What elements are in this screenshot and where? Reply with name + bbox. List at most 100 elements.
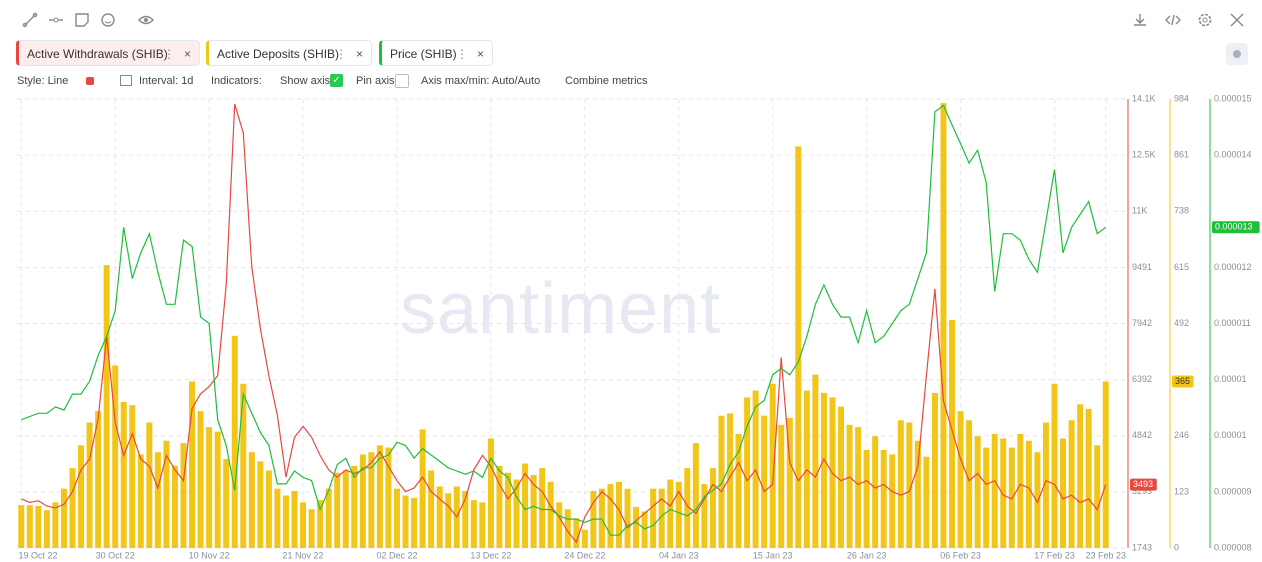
embed[interactable]	[1165, 12, 1181, 28]
bar	[342, 470, 349, 548]
bar	[274, 488, 281, 548]
bar	[257, 461, 264, 548]
x-tick-label: 10 Nov 22	[189, 550, 230, 560]
settings[interactable]	[1197, 12, 1213, 28]
bar	[838, 406, 845, 548]
y-tick-label: 0.000009	[1214, 486, 1252, 496]
checkbox[interactable]	[395, 74, 409, 88]
bar	[496, 465, 503, 548]
bar	[872, 436, 879, 548]
bar	[889, 454, 896, 548]
current-value: 3493	[1133, 479, 1153, 489]
combine-metrics[interactable]: Combine metrics	[565, 75, 648, 87]
color-select[interactable]	[86, 77, 94, 85]
bar	[1060, 438, 1067, 548]
bar	[684, 468, 691, 548]
bar	[761, 415, 768, 548]
bar	[923, 456, 930, 548]
bar	[18, 505, 25, 548]
bar	[556, 502, 563, 548]
bar	[470, 500, 477, 548]
close[interactable]	[1229, 12, 1245, 28]
bar	[1077, 404, 1084, 548]
bar	[137, 454, 144, 548]
bar	[146, 422, 153, 548]
bar	[462, 490, 469, 548]
bar	[95, 411, 102, 548]
toggle[interactable]	[1226, 43, 1248, 65]
tool-line[interactable]	[22, 12, 38, 28]
bar	[624, 488, 631, 548]
tab-label: Active Withdrawals (SHIB)	[27, 47, 168, 61]
x-tick-label: 06 Feb 23	[940, 550, 981, 560]
y-tick-label: 0.000011	[1214, 318, 1251, 328]
bar	[983, 447, 990, 548]
y-tick-label: 615	[1174, 262, 1189, 272]
axis-minmax[interactable]: Axis max/min: Auto/Auto	[421, 75, 541, 87]
tab[interactable]: Active Withdrawals (SHIB) ⋮ ×	[16, 40, 200, 66]
bar	[26, 505, 33, 548]
tab[interactable]: Active Deposits (SHIB) ⋮ ×	[206, 40, 372, 66]
indicators[interactable]: Indicators:	[211, 75, 262, 87]
x-tick-label: 02 Dec 22	[376, 550, 417, 560]
bar	[231, 335, 238, 548]
bar	[103, 265, 110, 548]
style-select[interactable]: Style: Line	[17, 75, 69, 87]
bar	[385, 447, 392, 548]
bar	[974, 436, 981, 548]
bar	[317, 500, 324, 548]
bar	[897, 420, 904, 548]
bar	[308, 509, 315, 548]
tab[interactable]: Price (SHIB) ⋮ ×	[379, 40, 493, 66]
checkbox[interactable]: ✓	[330, 74, 343, 87]
bar	[1025, 440, 1032, 548]
bar	[957, 411, 964, 548]
pin-axis[interactable]: Pin axis	[356, 75, 395, 87]
bar	[1042, 422, 1049, 548]
line	[21, 103, 1107, 544]
bar	[1034, 452, 1041, 548]
bar	[709, 468, 716, 548]
bar	[692, 443, 699, 548]
bar	[368, 452, 375, 548]
y-tick-label: 9491	[1132, 262, 1152, 272]
bar	[675, 481, 682, 548]
bar	[334, 472, 341, 548]
bar	[522, 463, 529, 548]
bar	[812, 374, 819, 548]
bar	[914, 440, 921, 548]
bar	[633, 506, 640, 548]
bar	[60, 488, 67, 548]
show-axis[interactable]: Show axis	[280, 75, 331, 87]
bar	[291, 490, 298, 548]
bar	[573, 518, 580, 548]
current-value: 0.000013	[1215, 222, 1253, 232]
tool-hline[interactable]	[48, 12, 64, 28]
y-tick-label: 0.00001	[1214, 374, 1247, 384]
bar	[479, 502, 486, 548]
bar	[966, 420, 973, 548]
tab-label: Price (SHIB)	[390, 47, 457, 61]
y-tick-label: 246	[1174, 430, 1189, 440]
bar	[393, 488, 400, 548]
bar	[282, 495, 289, 548]
bar	[641, 511, 648, 548]
bar	[1068, 420, 1075, 548]
x-tick-label: 19 Oct 22	[18, 550, 57, 560]
y-tick-label: 738	[1174, 206, 1189, 216]
tool-note[interactable]	[74, 12, 90, 28]
line	[21, 104, 1107, 536]
x-tick-label: 26 Jan 23	[847, 550, 887, 560]
bar	[445, 493, 452, 548]
interval-select[interactable]: Interval: 1d	[139, 75, 194, 87]
tool-emoji[interactable]	[100, 12, 116, 28]
download[interactable]	[1132, 12, 1148, 28]
y-tick-label: 4842	[1132, 430, 1152, 440]
y-tick-label: 492	[1174, 318, 1189, 328]
tool-eye[interactable]	[138, 12, 154, 28]
y-tick-label: 6392	[1132, 374, 1152, 384]
bar	[786, 417, 793, 548]
bar	[69, 468, 76, 548]
bar	[846, 424, 853, 548]
bar	[428, 470, 435, 548]
